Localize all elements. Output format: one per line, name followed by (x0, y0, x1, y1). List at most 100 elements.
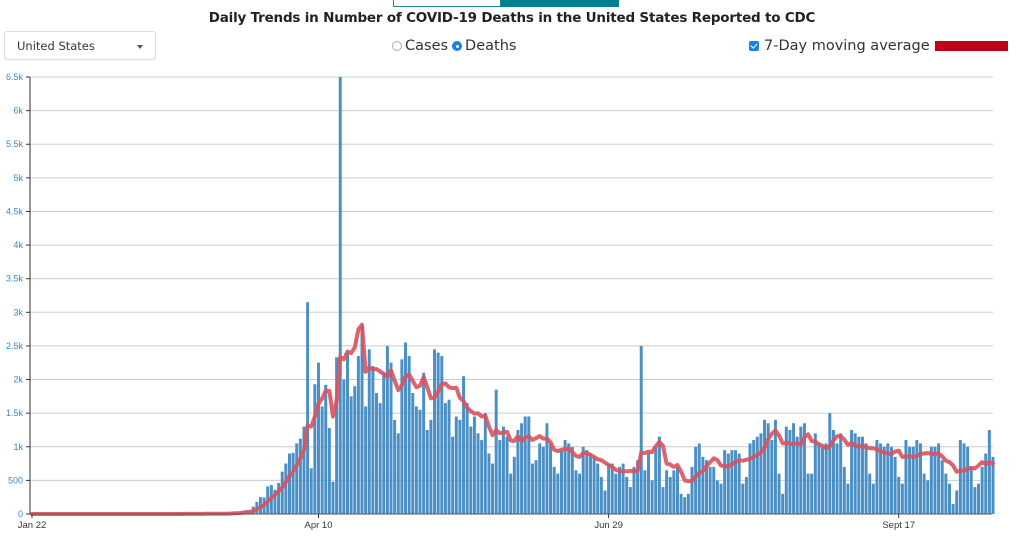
bar (335, 357, 339, 514)
cases-radio[interactable] (392, 41, 402, 51)
bar (817, 443, 821, 514)
bar (810, 473, 814, 514)
y-tick-label: 1k (13, 442, 23, 452)
bar (926, 480, 930, 514)
moving-average-label[interactable]: 7-Day moving average (764, 38, 930, 54)
bar (940, 460, 944, 514)
bar (737, 453, 741, 514)
bar (897, 477, 901, 514)
bar (599, 477, 603, 514)
bar (483, 413, 487, 514)
bar (346, 352, 349, 514)
bar (763, 419, 767, 514)
bar (647, 453, 650, 514)
bar (966, 446, 970, 514)
bar (889, 446, 893, 514)
bar (313, 384, 317, 514)
bar (773, 419, 777, 514)
bar (505, 436, 509, 514)
bar (748, 443, 752, 514)
bar (766, 423, 770, 514)
bar (784, 426, 788, 514)
bar (295, 443, 299, 514)
bar (944, 473, 948, 514)
chevron-down-icon (137, 45, 143, 49)
bar (617, 466, 621, 514)
bar (273, 489, 277, 514)
bar (697, 443, 701, 514)
bar (607, 463, 611, 514)
bar (632, 466, 636, 514)
moving-average-checkbox[interactable] (749, 41, 759, 51)
bar (588, 453, 592, 514)
bar (911, 446, 915, 514)
bar (447, 399, 451, 514)
bars (168, 77, 995, 514)
bar (393, 419, 397, 514)
bar (686, 493, 690, 514)
bar (465, 403, 469, 514)
view-tabs (393, 0, 619, 8)
bar (298, 438, 302, 514)
bar (799, 426, 803, 514)
x-tick-label: Sept 17 (882, 520, 915, 531)
bar (389, 362, 393, 514)
bar (291, 452, 295, 514)
deaths-radio[interactable] (452, 41, 463, 51)
bar (690, 466, 694, 514)
bar (676, 466, 679, 514)
bar (893, 456, 897, 514)
bar (871, 483, 875, 514)
chart-legend: 7-Day moving average (749, 38, 1008, 54)
bar (701, 456, 705, 514)
bar (538, 443, 542, 514)
bar (552, 466, 556, 514)
bar (621, 463, 625, 514)
bar (951, 503, 955, 514)
x-tick-label: Jun 29 (594, 520, 623, 531)
bar (752, 440, 756, 514)
bar (469, 426, 473, 514)
bar (443, 403, 447, 514)
bar (541, 446, 545, 514)
bar (364, 406, 368, 514)
bar (527, 416, 531, 514)
bar (654, 446, 658, 514)
y-tick-label: 4k (13, 240, 23, 250)
bar (287, 453, 291, 514)
bar (864, 443, 868, 514)
bar (991, 456, 995, 514)
bar (378, 403, 382, 514)
bar (534, 460, 538, 514)
bar (422, 372, 426, 514)
bar (918, 443, 922, 514)
bar (320, 406, 324, 514)
bar (523, 416, 527, 514)
bar (719, 483, 723, 514)
bar (360, 325, 364, 514)
bar (643, 470, 647, 514)
bar (955, 490, 959, 514)
bar (730, 450, 734, 514)
tab-right[interactable] (501, 0, 619, 7)
bar (900, 483, 904, 514)
bar (908, 446, 912, 514)
location-select[interactable]: United States (4, 31, 156, 60)
bar (356, 356, 360, 514)
bar (980, 466, 984, 514)
bar (396, 433, 400, 514)
bar (937, 443, 941, 514)
tab-left[interactable] (393, 0, 501, 7)
deaths-radio-label[interactable]: Deaths (465, 38, 517, 54)
bar (806, 473, 810, 514)
bar (726, 453, 730, 514)
bar (610, 463, 614, 514)
y-tick-label: 3.5k (6, 274, 24, 284)
bar (501, 426, 505, 514)
bar (425, 429, 429, 514)
cases-radio-label[interactable]: Cases (405, 38, 449, 54)
bar (842, 466, 846, 514)
bar (922, 473, 926, 514)
bar (755, 436, 759, 514)
